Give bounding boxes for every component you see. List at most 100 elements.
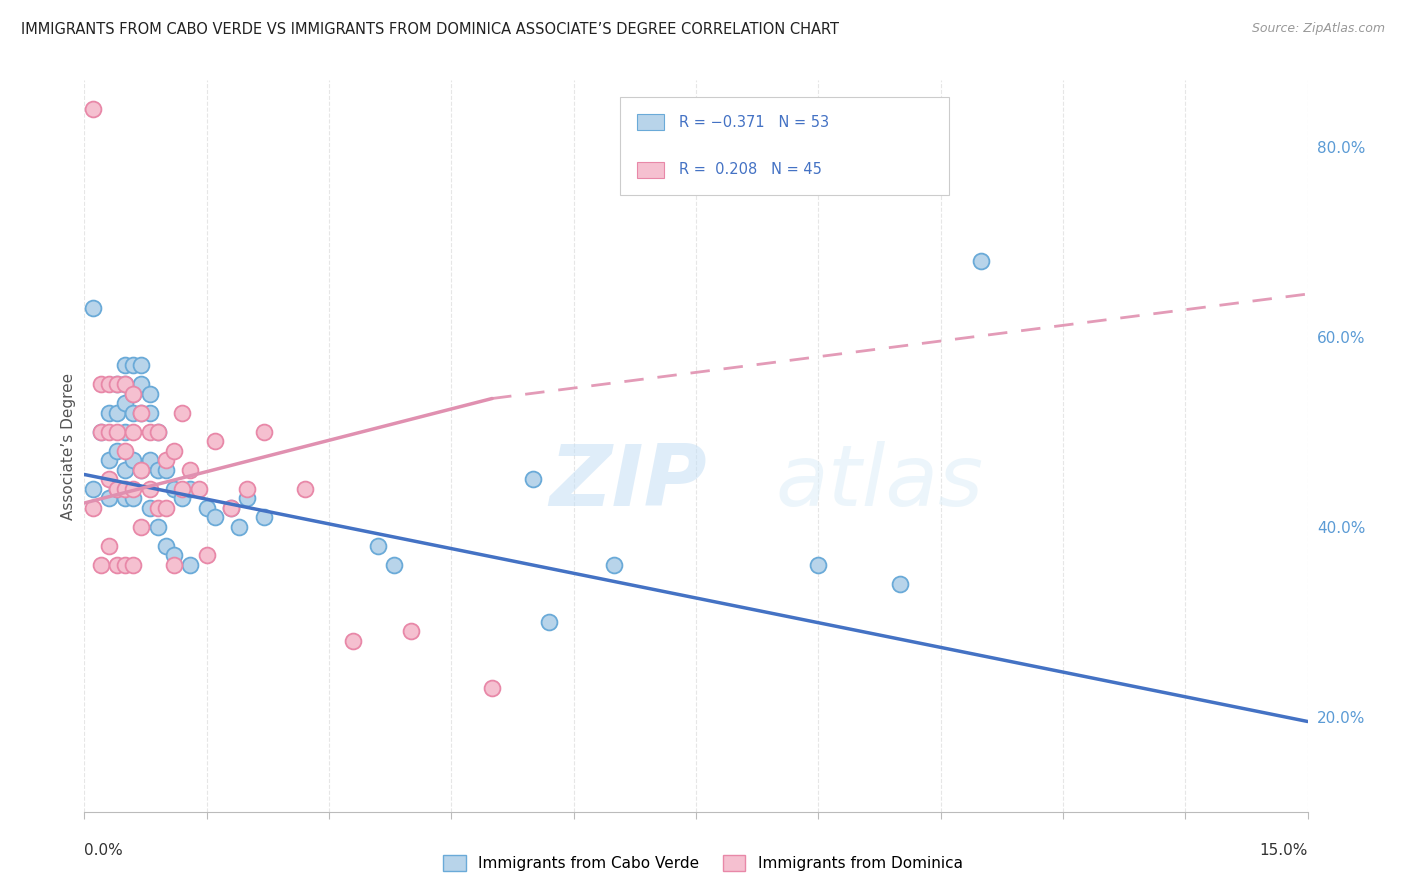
FancyBboxPatch shape [620, 97, 949, 195]
Bar [637, 114, 664, 130]
Point [114, 482, 136, 496]
Point [131, 406, 153, 420]
Point [97, 491, 120, 506]
Point [172, 491, 194, 506]
Point [105, 377, 128, 392]
Point [253, 510, 276, 524]
Y-axis label: Associate’s Degree: Associate’s Degree [60, 373, 76, 519]
Point [90, 377, 112, 392]
Point [122, 386, 145, 401]
Point [114, 443, 136, 458]
Point [138, 406, 160, 420]
Point [163, 443, 186, 458]
Point [481, 681, 503, 696]
Point [122, 425, 145, 439]
Point [163, 558, 186, 572]
Point [82, 301, 104, 316]
Point [82, 482, 104, 496]
Point [179, 558, 201, 572]
Point [163, 482, 186, 496]
Text: 0.0%: 0.0% [84, 843, 124, 858]
Point [155, 500, 177, 515]
Point [122, 491, 145, 506]
Point [97, 453, 120, 467]
Text: IMMIGRANTS FROM CABO VERDE VS IMMIGRANTS FROM DOMINICA ASSOCIATE’S DEGREE CORREL: IMMIGRANTS FROM CABO VERDE VS IMMIGRANTS… [21, 22, 839, 37]
Point [138, 500, 160, 515]
Point [155, 539, 177, 553]
Point [131, 463, 153, 477]
Point [105, 558, 128, 572]
Point [82, 102, 104, 116]
Point [114, 358, 136, 372]
Point [204, 510, 226, 524]
Point [114, 396, 136, 410]
Point [399, 624, 422, 639]
Point [97, 425, 120, 439]
Point [367, 539, 389, 553]
Point [105, 482, 128, 496]
Point [138, 425, 160, 439]
Point [82, 500, 104, 515]
Point [146, 425, 169, 439]
Point [294, 482, 316, 496]
Text: 15.0%: 15.0% [1260, 843, 1308, 858]
Text: ZIP: ZIP [550, 441, 707, 524]
Point [105, 482, 128, 496]
Point [105, 425, 128, 439]
Point [538, 615, 561, 629]
Point [342, 633, 364, 648]
Point [187, 482, 209, 496]
Point [114, 377, 136, 392]
Point [146, 500, 169, 515]
Point [603, 558, 626, 572]
Point [138, 453, 160, 467]
Point [122, 453, 145, 467]
Point [105, 443, 128, 458]
Point [114, 425, 136, 439]
Point [146, 425, 169, 439]
Point [807, 558, 830, 572]
Point [179, 482, 201, 496]
Point [382, 558, 405, 572]
Point [90, 558, 112, 572]
Text: R =  0.208   N = 45: R = 0.208 N = 45 [679, 162, 821, 178]
Text: atlas: atlas [776, 441, 983, 524]
Point [131, 358, 153, 372]
Point [97, 377, 120, 392]
Point [219, 500, 242, 515]
Point [522, 472, 544, 486]
Point [122, 558, 145, 572]
Point [131, 463, 153, 477]
Point [114, 558, 136, 572]
Point [172, 482, 194, 496]
Point [97, 472, 120, 486]
Point [179, 463, 201, 477]
Point [195, 548, 218, 562]
Point [131, 520, 153, 534]
Point [114, 463, 136, 477]
Point [146, 520, 169, 534]
Point [122, 482, 145, 496]
Point [138, 482, 160, 496]
Text: Source: ZipAtlas.com: Source: ZipAtlas.com [1251, 22, 1385, 36]
Point [163, 548, 186, 562]
Point [155, 463, 177, 477]
Point [146, 463, 169, 477]
Point [122, 406, 145, 420]
Text: R = −0.371   N = 53: R = −0.371 N = 53 [679, 115, 830, 130]
Point [122, 358, 145, 372]
Point [131, 406, 153, 420]
Point [253, 425, 276, 439]
Point [105, 377, 128, 392]
Point [131, 377, 153, 392]
Point [172, 406, 194, 420]
Point [195, 500, 218, 515]
Legend: Immigrants from Cabo Verde, Immigrants from Dominica: Immigrants from Cabo Verde, Immigrants f… [437, 849, 969, 877]
Point [105, 406, 128, 420]
Point [114, 377, 136, 392]
Point [90, 425, 112, 439]
Point [970, 253, 993, 268]
Point [219, 500, 242, 515]
Point [138, 386, 160, 401]
Point [114, 491, 136, 506]
